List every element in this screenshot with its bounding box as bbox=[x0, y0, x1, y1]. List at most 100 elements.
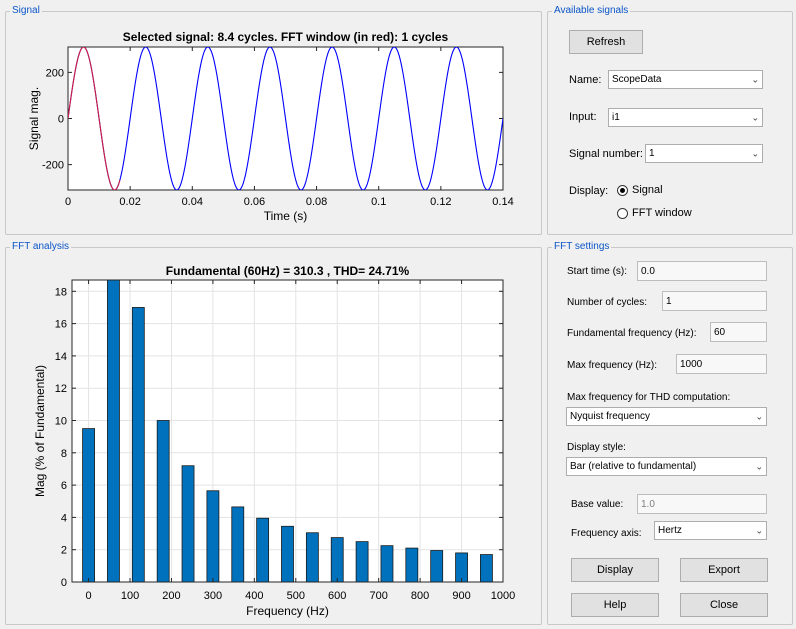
display-style-dropdown[interactable]: Bar (relative to fundamental) ⌄ bbox=[566, 457, 767, 476]
input-label: Input: bbox=[569, 111, 597, 123]
radio-fft-window[interactable]: FFT window bbox=[617, 207, 692, 219]
y-tick-label: 0 bbox=[61, 577, 67, 589]
chevron-down-icon: ⌄ bbox=[751, 74, 759, 84]
x-tick-label: 0.02 bbox=[119, 196, 140, 208]
chevron-down-icon: ⌄ bbox=[755, 411, 763, 421]
y-tick-label: 4 bbox=[61, 512, 67, 524]
x-tick-label: 1000 bbox=[491, 590, 515, 602]
available-signals-title: Available signals bbox=[552, 5, 631, 17]
fft-bar bbox=[181, 465, 195, 583]
fft-y-axis-label: Mag (% of Fundamental) bbox=[33, 365, 47, 497]
x-tick-label: 100 bbox=[121, 590, 139, 602]
fft-window-waveform bbox=[68, 47, 121, 190]
chevron-down-icon: ⌄ bbox=[751, 112, 759, 122]
fft-bar bbox=[107, 279, 120, 583]
fft-bar bbox=[455, 552, 468, 583]
fft-bar bbox=[281, 525, 294, 583]
fft-plot-frame bbox=[71, 279, 504, 583]
display-label: Display: bbox=[569, 185, 609, 197]
fft-settings-title: FFT settings bbox=[552, 241, 612, 253]
y-tick-label: 14 bbox=[55, 351, 67, 363]
y-tick-label: 2 bbox=[61, 545, 67, 557]
base-value-field[interactable]: 1.0 bbox=[637, 494, 767, 514]
x-tick-label: 400 bbox=[245, 590, 263, 602]
available-signals-panel: Available signals bbox=[547, 5, 793, 235]
x-tick-label: 0 bbox=[86, 590, 92, 602]
radio-signal-dot[interactable] bbox=[617, 184, 628, 196]
y-tick-label: 16 bbox=[55, 319, 67, 331]
fft-bar bbox=[231, 506, 245, 583]
radio-fft-window-label: FFT window bbox=[632, 207, 692, 219]
y-tick-label: 8 bbox=[61, 448, 67, 460]
export-button[interactable]: Export bbox=[680, 558, 768, 582]
chevron-down-icon: ⌄ bbox=[751, 148, 759, 158]
fft-bar bbox=[405, 547, 419, 583]
num-cycles-field[interactable]: 1 bbox=[662, 291, 767, 311]
x-tick-label: 0.04 bbox=[182, 196, 203, 208]
y-tick-label: 6 bbox=[61, 480, 67, 492]
signal-panel-title: Signal bbox=[10, 5, 42, 17]
y-tick-label: 200 bbox=[46, 67, 64, 79]
max-freq-field[interactable]: 1000 bbox=[676, 354, 767, 374]
display-style-label: Display style: bbox=[567, 442, 626, 453]
y-tick-label: 18 bbox=[55, 286, 67, 298]
x-tick-label: 0.08 bbox=[306, 196, 327, 208]
fund-freq-field[interactable]: 60 bbox=[710, 322, 767, 342]
name-dropdown[interactable]: ScopeData ⌄ bbox=[608, 70, 763, 89]
fft-bar bbox=[206, 490, 220, 583]
max-freq-thd-value: Nyquist frequency bbox=[570, 411, 651, 422]
name-label: Name: bbox=[569, 74, 602, 86]
signal-number-label: Signal number: bbox=[569, 148, 643, 160]
start-time-field[interactable]: 0.0 bbox=[637, 261, 767, 281]
fft-bar-plot: 0 100 200 300 400 500 600 700 800 900 1000 0 2 4 6 8 10 1… bbox=[33, 264, 515, 618]
x-tick-label: 0 bbox=[65, 196, 71, 208]
y-tick-label: 10 bbox=[55, 416, 67, 428]
fft-analysis-panel: FFT analysis bbox=[5, 241, 542, 625]
fft-plot-title: Fundamental (60Hz) = 310.3 , THD= 24.71% bbox=[166, 264, 410, 278]
fft-analysis-panel-title: FFT analysis bbox=[10, 241, 72, 253]
signal-plot-title: Selected signal: 8.4 cycles. FFT window … bbox=[123, 30, 449, 44]
fft-bar bbox=[330, 537, 344, 583]
x-tick-label: 200 bbox=[162, 590, 180, 602]
y-tick-label: 12 bbox=[55, 383, 67, 395]
radio-fft-window-dot[interactable] bbox=[617, 207, 628, 219]
name-dropdown-value: ScopeData bbox=[612, 74, 662, 85]
fft-bar bbox=[131, 307, 145, 583]
display-button[interactable]: Display bbox=[571, 558, 659, 582]
signal-plot: Selected signal: 8.4 cycles. FFT window … bbox=[27, 30, 514, 223]
radio-signal-label: Signal bbox=[632, 184, 663, 196]
y-tick-label: 0 bbox=[58, 114, 64, 126]
x-tick-label: 0.1 bbox=[371, 196, 386, 208]
fund-freq-label: Fundamental frequency (Hz): bbox=[567, 328, 697, 339]
fft-x-axis-label: Frequency (Hz) bbox=[246, 604, 329, 618]
fft-bar bbox=[380, 545, 394, 583]
x-tick-label: 900 bbox=[452, 590, 470, 602]
base-value-label: Base value: bbox=[571, 499, 624, 510]
x-tick-label: 300 bbox=[204, 590, 222, 602]
fft-bar bbox=[156, 420, 170, 583]
x-tick-label: 700 bbox=[369, 590, 387, 602]
x-tick-label: 600 bbox=[328, 590, 346, 602]
signal-waveform bbox=[68, 47, 503, 190]
signal-number-dropdown[interactable]: 1 ⌄ bbox=[645, 144, 763, 163]
fft-bar bbox=[305, 532, 319, 583]
chevron-down-icon: ⌄ bbox=[755, 461, 763, 471]
help-button[interactable]: Help bbox=[571, 593, 659, 617]
x-tick-label: 800 bbox=[411, 590, 429, 602]
close-button[interactable]: Close bbox=[680, 593, 768, 617]
x-tick-label: 0.14 bbox=[492, 196, 513, 208]
signal-y-axis-label: Signal mag. bbox=[27, 87, 41, 150]
signal-x-axis-label: Time (s) bbox=[264, 209, 308, 223]
refresh-button[interactable]: Refresh bbox=[569, 30, 643, 54]
freq-axis-dropdown[interactable]: Hertz ⌄ bbox=[654, 521, 767, 540]
x-tick-label: 500 bbox=[287, 590, 305, 602]
display-style-value: Bar (relative to fundamental) bbox=[570, 461, 697, 472]
y-tick-label: -200 bbox=[42, 160, 64, 172]
input-dropdown[interactable]: i1 ⌄ bbox=[608, 108, 763, 127]
signal-panel: Signal bbox=[5, 5, 542, 235]
radio-signal[interactable]: Signal bbox=[617, 184, 663, 196]
max-freq-thd-dropdown[interactable]: Nyquist frequency ⌄ bbox=[566, 407, 767, 426]
fft-bar bbox=[430, 550, 444, 583]
freq-axis-label: Frequency axis: bbox=[571, 528, 642, 539]
max-freq-thd-label: Max frequency for THD computation: bbox=[567, 392, 731, 403]
